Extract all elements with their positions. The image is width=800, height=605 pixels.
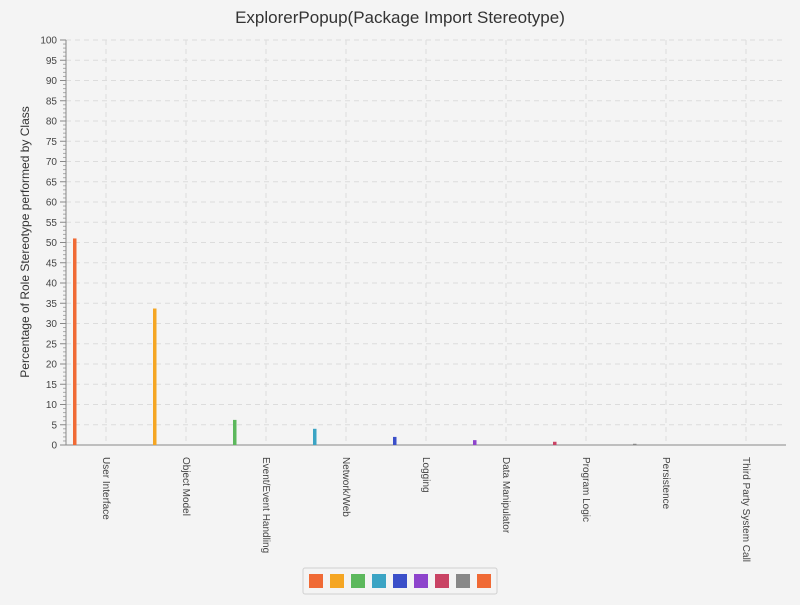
x-category-label: Object Model: [180, 457, 191, 516]
x-category-label: Program Logic: [580, 457, 591, 522]
bar: [153, 308, 157, 445]
legend-swatch: [456, 574, 470, 588]
y-tick-label: 60: [46, 198, 58, 209]
y-tick-label: 90: [46, 76, 58, 87]
y-tick-label: 40: [46, 279, 58, 290]
bar: [553, 441, 557, 445]
legend-swatch: [477, 574, 491, 588]
y-tick-label: 45: [46, 258, 58, 269]
legend: [302, 567, 498, 595]
x-axis-labels: User Interface Object Model Event/Event Ha…: [100, 457, 751, 562]
y-tick-label: 70: [46, 157, 58, 168]
y-tick-label: 5: [51, 420, 57, 431]
bar: [633, 443, 637, 445]
axes: 0 5 10 15 20 25 30 35 40 45 50 55 60 65 70 75 80 85 90 95 10…: [40, 36, 786, 452]
chart-title: ExplorerPopup(Package Import Stereotype): [235, 8, 565, 27]
legend-swatch: [393, 574, 407, 588]
x-category-label: Data Manipulator: [500, 457, 511, 534]
y-tick-label: 25: [46, 339, 58, 350]
legend-swatch: [330, 574, 344, 588]
y-tick-label: 95: [46, 56, 58, 67]
legend-swatch: [414, 574, 428, 588]
y-tick-label: 55: [46, 218, 58, 229]
gridlines: [66, 39, 786, 445]
legend-swatch: [372, 574, 386, 588]
bar: [233, 419, 237, 445]
y-tick-label: 80: [46, 117, 58, 128]
x-category-label: Event/Event Handling: [260, 457, 271, 553]
legend-swatch: [309, 574, 323, 588]
y-tick-label: 85: [46, 96, 58, 107]
y-tick-label: 30: [46, 319, 58, 330]
x-category-label: Third Party System Call: [740, 457, 751, 562]
y-tick-label: 20: [46, 360, 58, 371]
x-category-label: Logging: [420, 457, 431, 493]
x-category-label: User Interface: [100, 457, 111, 520]
bar: [313, 428, 317, 445]
x-category-label: Persistence: [660, 457, 671, 510]
bars: [73, 238, 637, 445]
y-tick-label: 35: [46, 299, 58, 310]
y-tick-label: 75: [46, 137, 58, 148]
legend-swatch: [435, 574, 449, 588]
x-category-label: Network/Web: [340, 457, 351, 517]
y-tick-label: 50: [46, 238, 58, 249]
legend-swatch: [351, 574, 365, 588]
y-tick-label: 0: [51, 441, 57, 452]
y-tick-label: 65: [46, 177, 58, 188]
bar: [473, 440, 477, 445]
y-tick-label: 100: [40, 36, 57, 47]
y-axis-title: Percentage of Role Stereotype performed …: [18, 106, 32, 377]
bar: [393, 436, 397, 445]
y-tick-label: 10: [46, 400, 58, 411]
y-tick-label: 15: [46, 380, 58, 391]
bar: [73, 238, 77, 445]
